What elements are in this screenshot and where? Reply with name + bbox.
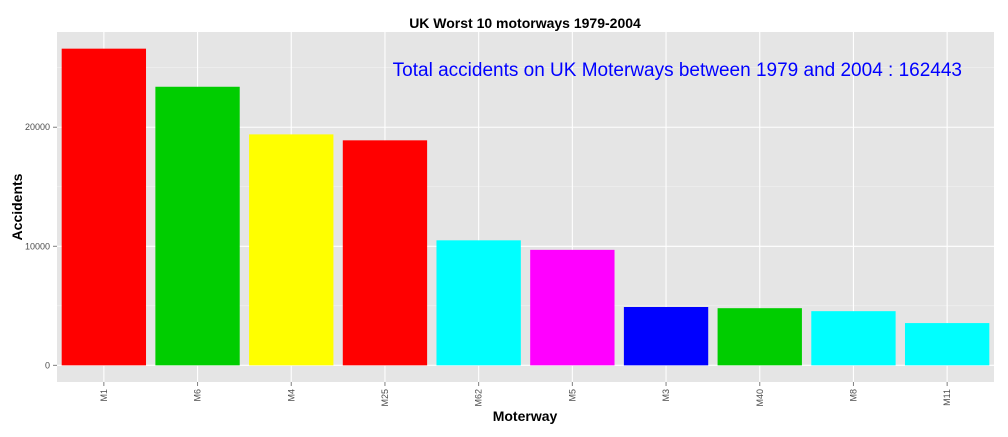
chart-annotation: Total accidents on UK Moterways between … [393, 60, 962, 81]
y-tick-label: 0 [45, 360, 50, 370]
x-tick-label-m40: M40 [755, 389, 765, 407]
bar-m3 [623, 307, 709, 366]
y-axis-title: Accidents [9, 173, 25, 240]
x-tick-label-m5: M5 [567, 389, 577, 402]
x-tick-label-m11: M11 [942, 389, 952, 406]
bar-m25 [342, 140, 428, 366]
bar-m6 [155, 86, 240, 366]
bar-m8 [811, 311, 896, 366]
bar-m11 [904, 323, 990, 366]
x-tick-label-m6: M6 [193, 389, 203, 402]
bar-m40 [717, 308, 802, 366]
bar-m62 [436, 240, 521, 366]
x-tick-label-m1: M1 [99, 389, 109, 402]
x-tick-label-m3: M3 [661, 389, 671, 402]
chart-title: UK Worst 10 motorways 1979-2004 [409, 15, 641, 31]
x-tick-label-m8: M8 [848, 389, 858, 402]
bar-m4 [249, 134, 334, 366]
x-tick-label-m25: M25 [380, 389, 390, 407]
bar-m1 [61, 48, 147, 366]
bars [61, 48, 990, 366]
x-tick-label-m62: M62 [474, 389, 484, 407]
y-tick-label: 10000 [25, 241, 50, 251]
bar-m5 [530, 249, 615, 366]
x-axis-title: Moterway [493, 408, 558, 424]
x-tick-label-m4: M4 [286, 389, 296, 402]
y-axis: 0 10000 20000 [25, 122, 57, 370]
y-tick-label: 20000 [25, 122, 50, 132]
x-axis: M1 M6 M4 M25 M62 M5 M3 M40 M8 M11 [99, 382, 952, 407]
